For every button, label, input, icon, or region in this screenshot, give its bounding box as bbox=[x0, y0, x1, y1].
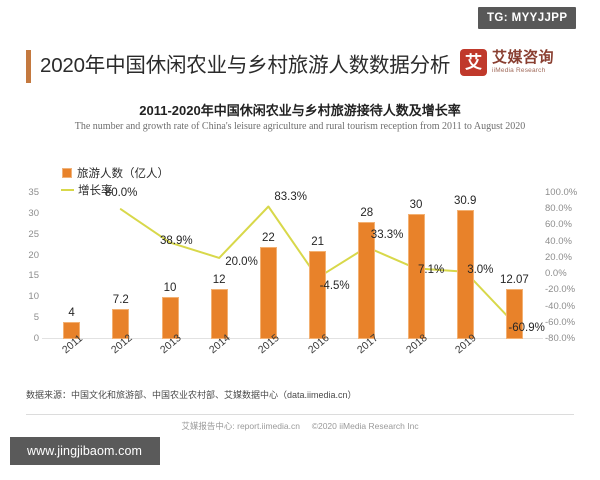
legend-item-bars: 旅游人数（亿人） bbox=[62, 164, 169, 181]
bar-value-label: 10 bbox=[163, 282, 177, 295]
brand-logo: 艾 艾媒咨询 iiMedia Research bbox=[460, 49, 554, 76]
growth-rate-label: -4.5% bbox=[319, 279, 350, 292]
footer-text: 艾媒报告中心: report.iimedia.cn ©2020 iiMedia … bbox=[0, 420, 600, 432]
bar bbox=[309, 251, 327, 339]
y-tick-left: 5 bbox=[33, 312, 39, 324]
footer-divider bbox=[26, 414, 574, 415]
y-tick-left: 35 bbox=[28, 187, 39, 198]
y-tick-left: 0 bbox=[33, 333, 39, 344]
bar bbox=[259, 247, 277, 339]
y-tick-left: 10 bbox=[28, 291, 39, 303]
legend-item-line: 增长率 bbox=[61, 181, 169, 198]
growth-rate-label: -60.9% bbox=[508, 321, 545, 334]
title-accent-bar bbox=[26, 50, 31, 83]
y-axis-left: 35 30 25 20 15 10 5 0 bbox=[2, 188, 42, 344]
y-tick-right: -20.0% bbox=[545, 284, 576, 296]
x-axis-labels: 2011 2012 2013 2014 2015 2016 2017 2018 2019 bbox=[47, 332, 539, 381]
growth-rate-label: 20.0% bbox=[225, 255, 258, 268]
y-tick-left: 25 bbox=[28, 228, 39, 240]
growth-rate-label: 38.9% bbox=[160, 234, 193, 247]
chart-subtitle: The number and growth rate of China's le… bbox=[74, 121, 526, 132]
y-tick-left: 15 bbox=[28, 270, 39, 282]
bar bbox=[456, 210, 474, 339]
bar bbox=[63, 322, 81, 339]
y-tick-left: 30 bbox=[28, 207, 39, 219]
growth-rate-label: 83.3% bbox=[274, 190, 307, 203]
y-tick-right: -40.0% bbox=[545, 300, 576, 312]
bar-value-label: 7.2 bbox=[112, 293, 129, 306]
bar-value-label: 28 bbox=[360, 207, 374, 220]
y-tick-right: 40.0% bbox=[545, 235, 572, 247]
y-tick-right: 100.0% bbox=[545, 187, 578, 198]
y-tick-right: 0.0% bbox=[545, 268, 567, 280]
growth-rate-label: 3.0% bbox=[467, 263, 494, 276]
bar bbox=[112, 308, 130, 339]
bar bbox=[358, 222, 376, 339]
source-note: 数据来源：中国文化和旅游部、中国农业农村部、艾媒数据中心（data.iimedi… bbox=[26, 390, 357, 400]
growth-rate-label: 80.0% bbox=[104, 187, 138, 200]
page-header: 2020年中国休闲农业与乡村旅游人数数据分析 艾 艾媒咨询 iiMedia Re… bbox=[0, 45, 600, 93]
legend-swatch-line-icon bbox=[61, 188, 74, 191]
brand-name-cn: 艾媒咨询 bbox=[492, 49, 555, 66]
y-tick-left: 20 bbox=[28, 249, 39, 261]
bar bbox=[161, 297, 179, 339]
watermark-badge: www.jingjibaom.com bbox=[10, 437, 161, 465]
tg-tag-badge: TG: MYYJJPP bbox=[478, 7, 577, 29]
bar-value-label: 30.9 bbox=[453, 195, 477, 208]
y-tick-right: 80.0% bbox=[545, 203, 572, 215]
y-tick-right: -60.0% bbox=[545, 316, 576, 328]
growth-rate-label: 7.1% bbox=[418, 264, 445, 277]
brand-name-en: iiMedia Research bbox=[492, 67, 546, 74]
bar bbox=[210, 288, 228, 339]
bar-value-label: 12 bbox=[212, 273, 226, 286]
y-tick-right: 60.0% bbox=[545, 219, 572, 231]
growth-rate-label: 33.3% bbox=[370, 229, 404, 242]
plot-area: 4 7.2 10 12 22 21 28 30 30.9 12.07 80.0% 38.9% 20.0%… bbox=[47, 187, 545, 339]
y-tick-right: 20.0% bbox=[545, 251, 572, 263]
chart-legend: 旅游人数（亿人） 增长率 bbox=[61, 164, 169, 198]
legend-label-bars: 旅游人数（亿人） bbox=[77, 167, 169, 180]
chart-title: 2011-2020年中国休闲农业与乡村旅游接待人数及增长率 bbox=[139, 103, 461, 118]
brand-mark-icon: 艾 bbox=[460, 49, 487, 76]
brand-text: 艾媒咨询 iiMedia Research bbox=[492, 50, 554, 75]
bar-value-label: 12.07 bbox=[500, 273, 529, 286]
legend-swatch-bar-icon bbox=[62, 167, 72, 178]
x-axis-baseline bbox=[42, 338, 543, 339]
bar-value-label: 22 bbox=[261, 232, 275, 245]
footer-copyright: ©2020 iiMedia Research Inc bbox=[311, 421, 419, 431]
bar-value-label: 30 bbox=[409, 198, 423, 211]
y-tick-right: -80.0% bbox=[545, 333, 576, 344]
bar bbox=[505, 288, 523, 339]
bar-value-label: 4 bbox=[68, 307, 75, 320]
page-title: 2020年中国休闲农业与乡村旅游人数数据分析 bbox=[40, 54, 451, 77]
bar-value-label: 21 bbox=[311, 236, 324, 249]
bar bbox=[407, 213, 425, 339]
y-axis-right: 100.0% 80.0% 60.0% 40.0% 20.0% 0.0% -20.0% -40.… bbox=[543, 188, 593, 344]
legend-label-line: 增长率 bbox=[78, 184, 113, 197]
footer-report-center: 艾媒报告中心: report.iimedia.cn bbox=[181, 421, 300, 431]
